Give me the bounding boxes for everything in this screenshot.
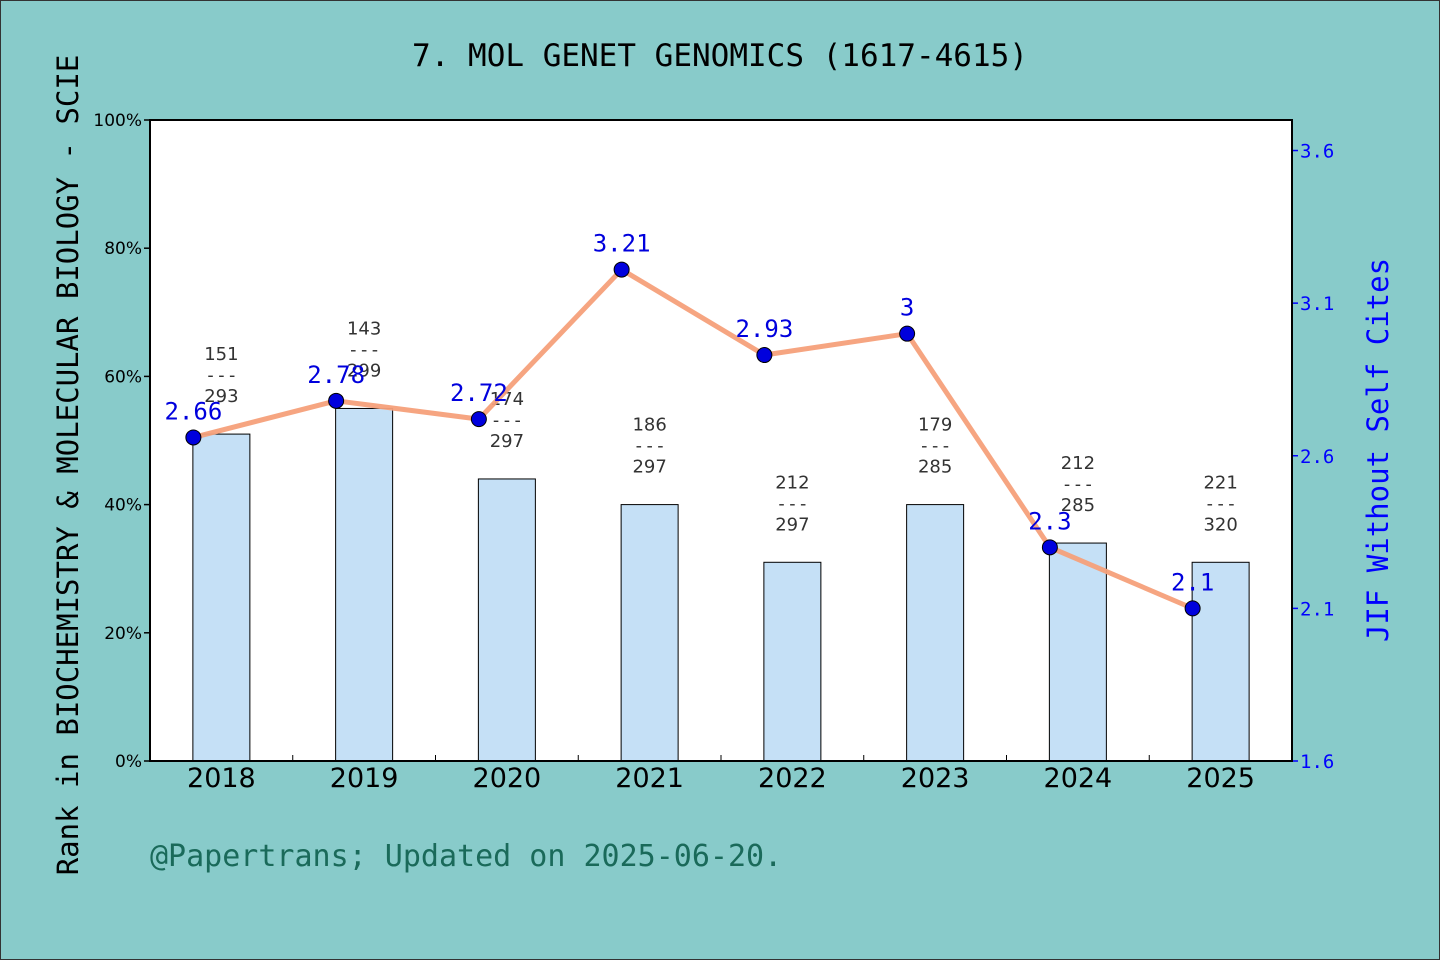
total-label: 299 <box>347 360 381 381</box>
total-label: 297 <box>632 457 666 478</box>
rank-label: 143 <box>347 318 381 339</box>
bar <box>335 407 394 762</box>
x-tick-label: 2021 <box>615 763 684 794</box>
rank-separator: --- <box>776 493 809 514</box>
jif-point <box>756 347 773 364</box>
jif-value-label: 2.66 <box>164 397 222 425</box>
jif-value-label: 3 <box>900 294 914 322</box>
rank-separator: --- <box>491 410 524 431</box>
jif-point <box>1184 600 1201 617</box>
jif-point <box>899 325 916 342</box>
jif-point <box>470 411 487 428</box>
plot-border <box>149 119 1293 762</box>
total-label: 320 <box>1203 514 1237 535</box>
rank-separator: --- <box>205 365 238 386</box>
left-tick-label: 80% <box>104 239 142 259</box>
x-tick-label: 2023 <box>901 763 970 794</box>
x-tick-label: 2018 <box>187 763 256 794</box>
right-tick-label: 3.6 <box>1300 141 1334 163</box>
x-tick-label: 2019 <box>330 763 399 794</box>
jif-point <box>185 429 202 446</box>
bar <box>1191 561 1250 762</box>
total-label: 293 <box>204 386 238 407</box>
x-tick-label: 2020 <box>473 763 542 794</box>
jif-value-label: 3.21 <box>593 230 651 258</box>
jif-value-label: 2.3 <box>1028 507 1071 535</box>
right-tick-label: 3.1 <box>1300 293 1334 315</box>
rank-separator: --- <box>633 436 666 457</box>
jif-line <box>192 267 1194 611</box>
rank-separator: --- <box>1204 493 1237 514</box>
rank-label: 179 <box>918 415 952 436</box>
total-label: 285 <box>1061 495 1095 516</box>
rank-separator: --- <box>1062 474 1095 495</box>
bar <box>192 433 251 762</box>
jif-point <box>613 261 630 278</box>
rank-separator: --- <box>348 339 381 360</box>
total-label: 297 <box>775 514 809 535</box>
jif-value-label: 2.93 <box>735 315 793 343</box>
rank-label: 221 <box>1203 472 1237 493</box>
x-tick-label: 2022 <box>758 763 827 794</box>
jif-point <box>1041 539 1058 556</box>
right-tick-label: 1.6 <box>1300 751 1334 773</box>
total-label: 297 <box>490 431 524 452</box>
rank-label: 212 <box>1061 453 1095 474</box>
rank-label: 151 <box>204 344 238 365</box>
left-tick-label: 60% <box>104 367 142 387</box>
left-tick-label: 100% <box>93 111 142 131</box>
rank-label: 174 <box>490 389 524 410</box>
bar <box>1048 542 1107 762</box>
plot-area <box>150 120 1292 761</box>
jif-value-label: 2.1 <box>1171 568 1214 596</box>
right-axis-label: JIF Without Self Cites <box>1361 258 1395 642</box>
x-tick-label: 2024 <box>1044 763 1113 794</box>
jif-value-label: 2.72 <box>450 379 508 407</box>
left-tick-label: 0% <box>115 752 142 772</box>
bar <box>477 478 536 762</box>
chart-title: 7. MOL GENET GENOMICS (1617-4615) <box>412 38 1028 74</box>
rank-separator: --- <box>919 436 952 457</box>
bar <box>906 504 965 762</box>
left-axis-label: Rank in BIOCHEMISTRY & MOLECULAR BIOLOGY… <box>51 55 85 876</box>
rank-label: 186 <box>632 415 666 436</box>
bar <box>763 561 822 762</box>
left-tick-label: 20% <box>104 624 142 644</box>
left-tick-label: 40% <box>104 496 142 516</box>
footer-note: @Papertrans; Updated on 2025-06-20. <box>150 839 782 874</box>
bar <box>620 504 679 762</box>
total-label: 285 <box>918 457 952 478</box>
right-tick-label: 2.6 <box>1300 446 1334 468</box>
jif-point <box>328 392 345 409</box>
x-tick-label: 2025 <box>1186 763 1255 794</box>
rank-label: 212 <box>775 472 809 493</box>
right-tick-label: 2.1 <box>1300 598 1334 620</box>
jif-value-label: 2.78 <box>307 361 365 389</box>
